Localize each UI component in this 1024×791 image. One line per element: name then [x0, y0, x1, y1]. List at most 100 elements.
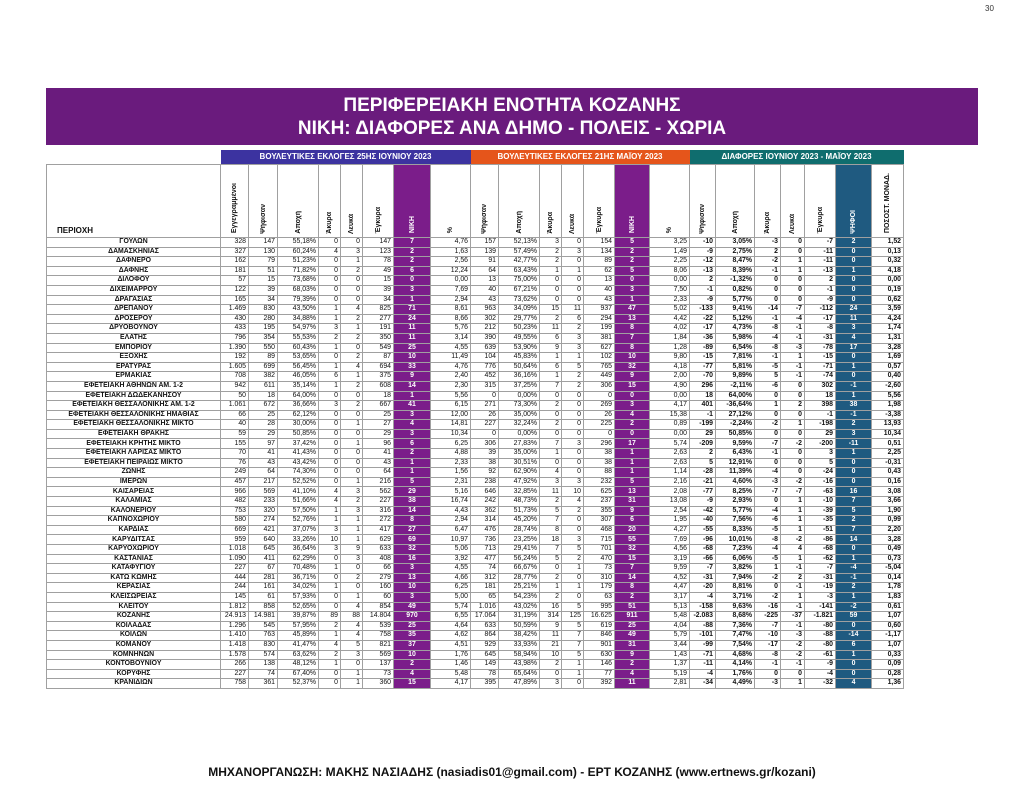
- table-cell: 6,06%: [715, 553, 755, 565]
- table-cell: 14: [393, 505, 431, 517]
- table-cell: -3: [780, 630, 805, 641]
- column-header-label: Αποχή: [515, 211, 523, 234]
- table-cell: 73,30%: [498, 400, 540, 411]
- table-cell: 0: [561, 237, 584, 248]
- table-cell: 2,31: [430, 476, 471, 488]
- table-cell: 50,59%: [498, 620, 540, 632]
- table-cell: 48,73%: [498, 496, 540, 507]
- table-cell: 6: [614, 515, 650, 526]
- table-cell: 24.913: [220, 611, 249, 622]
- table-cell: 0: [470, 390, 499, 402]
- table-cell: -17: [804, 313, 836, 325]
- table-cell: 2,30: [430, 380, 471, 392]
- table-cell: 3: [614, 284, 650, 296]
- table-cell: 52,65%: [277, 601, 319, 613]
- table-cell: -51: [804, 524, 836, 536]
- table-cell: 34,88%: [277, 313, 319, 325]
- table-cell: 381: [583, 332, 615, 344]
- table-cell: 0: [561, 467, 584, 478]
- table-cell: -2: [780, 438, 805, 450]
- table-cell: 0: [318, 467, 341, 478]
- table-cell: 3: [340, 649, 363, 661]
- table-cell: 5,56: [871, 390, 904, 402]
- table-cell: 5,48: [430, 668, 471, 680]
- table-cell: 4: [561, 496, 584, 507]
- table-cell: 3,82%: [715, 563, 755, 574]
- table-cell: 5,12%: [715, 313, 755, 325]
- table-row: ΕΜΠΟΡΙΟΥ 1.390 550 60,43% 1 0 549 25 4,55 639 53,9…: [46, 342, 904, 354]
- table-cell: 165: [220, 294, 249, 306]
- table-cell: 2: [614, 591, 650, 603]
- table-cell: -8: [754, 649, 781, 661]
- table-cell: 122: [220, 284, 249, 296]
- table-cell: 59: [835, 611, 872, 622]
- table-cell: 20: [614, 524, 650, 536]
- table-cell: 1,14: [649, 467, 690, 478]
- area-name-cell: ΓΟΥΛΩΝ: [46, 237, 221, 248]
- table-cell: 4: [393, 668, 431, 680]
- table-row: ΚΑΣΤΑΝΙΑΣ 1.090 411 62,29% 0 3 408 16 3,92 477 56,…: [46, 553, 904, 565]
- table-cell: 0,33: [871, 649, 904, 661]
- table-cell: 9: [393, 371, 431, 382]
- table-row: ΔΡΟΣΕΡΟΥ 430 280 34,88% 1 2 277 24 8,66 302 29,77%…: [46, 313, 904, 325]
- table-cell: -11: [835, 438, 872, 450]
- table-cell: 0: [340, 342, 363, 354]
- table-cell: -4: [689, 591, 716, 603]
- table-cell: 3: [539, 476, 562, 488]
- table-cell: 123: [362, 246, 394, 258]
- table-row: ΕΦΕΤΕΙΑΚΗ ΘΡΑΚΗΣ 59 29 50,85% 0 0 29 3 10,34 0 0,0…: [46, 428, 904, 440]
- table-cell: -158: [689, 601, 716, 613]
- table-cell: 56,45%: [277, 361, 319, 373]
- table-cell: 7,54%: [715, 639, 755, 651]
- table-cell: 0: [318, 476, 341, 488]
- table-cell: 4,18: [649, 361, 690, 373]
- table-cell: 0: [340, 457, 363, 469]
- table-cell: 645: [470, 649, 499, 661]
- table-cell: 1: [780, 352, 805, 363]
- column-header: Έγκυρα: [804, 164, 836, 238]
- table-cell: 3: [561, 438, 584, 450]
- table-cell: 67,40%: [277, 668, 319, 680]
- table-cell: 65: [470, 591, 499, 603]
- table-cell: 66: [362, 563, 394, 574]
- table-cell: 38,42%: [498, 630, 540, 641]
- table-cell: 7: [539, 380, 562, 392]
- table-cell: 3: [393, 591, 431, 603]
- area-name-cell: ΚΟΜΑΝΟΥ: [46, 639, 221, 651]
- table-cell: 14: [614, 572, 650, 584]
- table-cell: 0: [539, 457, 562, 469]
- table-cell: 64,00%: [715, 390, 755, 402]
- table-cell: -20: [689, 582, 716, 593]
- table-cell: 27: [393, 524, 431, 536]
- table-cell: -1: [780, 563, 805, 574]
- table-cell: -3: [804, 591, 836, 603]
- table-cell: 7: [835, 524, 872, 536]
- table-cell: 0: [614, 275, 650, 286]
- table-cell: 0: [835, 659, 872, 670]
- table-cell: 2: [539, 419, 562, 430]
- table-cell: 310: [583, 572, 615, 584]
- table-cell: 14: [835, 534, 872, 545]
- table-cell: 315: [470, 380, 499, 392]
- table-cell: 162: [220, 256, 249, 267]
- table-cell: 3: [318, 400, 341, 411]
- table-cell: 74: [248, 668, 278, 680]
- column-header-label: Εγγεγραμμένοι: [231, 183, 238, 234]
- table-cell: 0: [318, 448, 341, 459]
- table-cell: 3: [340, 553, 363, 565]
- table-cell: 45,89%: [277, 630, 319, 641]
- table-cell: 5,00: [430, 591, 471, 603]
- table-cell: 2: [393, 246, 431, 258]
- table-cell: 138: [248, 659, 278, 670]
- table-cell: 2: [780, 572, 805, 584]
- table-cell: 3,59: [871, 304, 904, 315]
- table-cell: 4,24: [871, 313, 904, 325]
- table-cell: 36,64%: [277, 544, 319, 555]
- table-cell: -11: [804, 256, 836, 267]
- table-cell: 52,52%: [277, 476, 319, 488]
- table-cell: 27,83%: [498, 438, 540, 450]
- table-cell: 2: [539, 256, 562, 267]
- area-name-cell: ΕΜΠΟΡΙΟΥ: [46, 342, 221, 354]
- table-cell: 2: [561, 380, 584, 392]
- table-cell: 4,76: [430, 237, 471, 248]
